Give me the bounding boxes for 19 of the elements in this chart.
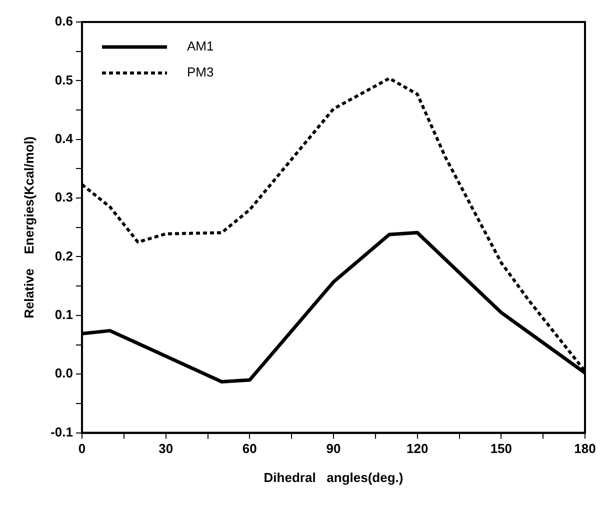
legend-label: PM3 [187, 64, 214, 80]
y-tick-label: 0.3 [54, 190, 73, 205]
x-tick-label: 60 [242, 441, 257, 456]
x-tick-label: 30 [158, 441, 174, 456]
y-tick-label: 0.4 [54, 130, 74, 146]
y-tick-label: 0.5 [54, 72, 73, 88]
x-tick-label: 180 [574, 441, 596, 456]
x-axis-title: Dihedral angles(deg.) [264, 470, 404, 485]
y-axis-title: Relative Energies(Kcal/mol) [21, 136, 36, 318]
legend-label: AM1 [187, 38, 214, 54]
x-tick-label: 0 [78, 441, 86, 456]
x-tick-label: 90 [326, 441, 341, 456]
y-tick-label: 0.2 [54, 248, 73, 264]
y-tick-label: 0.6 [54, 14, 73, 29]
y-tick-label: 0.0 [54, 366, 73, 381]
x-tick-label: 150 [490, 441, 512, 456]
y-tick-label: 0.1 [54, 307, 73, 322]
y-tick-label: -0.1 [50, 424, 73, 440]
x-tick-label: 120 [406, 441, 428, 456]
